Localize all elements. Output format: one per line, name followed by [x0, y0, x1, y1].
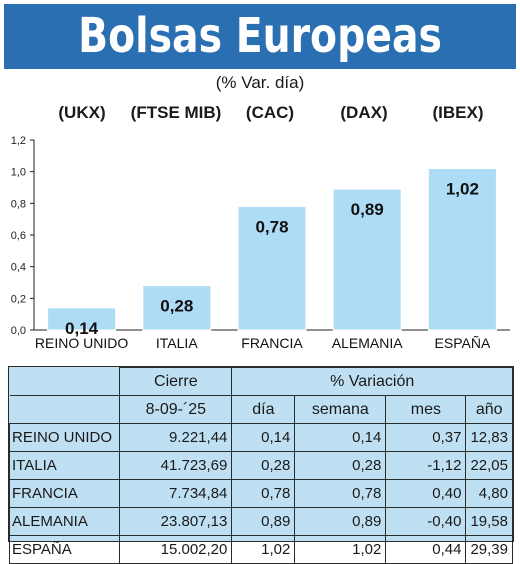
- semana-cell: 0,28: [294, 451, 387, 480]
- dia-cell: 0,14: [231, 423, 296, 452]
- index-label-ftse-mib: (FTSE MIB): [130, 103, 222, 122]
- quotes-table-panel: Cierre % Variación 8-09-´25 día semana m…: [8, 366, 514, 564]
- chart-subtitle: (% Var. día): [215, 73, 305, 92]
- chart-title: Bolsas Europeas: [78, 8, 442, 64]
- bar: [237, 206, 307, 331]
- y-tick-label: 1,2: [11, 135, 26, 147]
- mes-header: mes: [385, 395, 467, 424]
- cierre-cell: 9.221,44: [119, 423, 233, 452]
- bar: [47, 307, 117, 331]
- semana-cell: 0,89: [294, 507, 387, 536]
- dia-cell: 1,02: [231, 535, 296, 564]
- bar-value-label: 0,89: [351, 200, 384, 219]
- table-empty-cell: [9, 395, 121, 424]
- y-tick-label: 1,0: [11, 167, 26, 179]
- row-name: FRANCIA: [8, 479, 121, 508]
- cierre-cell: 7.734,84: [119, 479, 233, 508]
- mes-cell: -1,12: [385, 451, 467, 480]
- title-banner: Bolsas Europeas: [4, 4, 516, 69]
- dia-cell: 0,78: [231, 479, 296, 508]
- bar-value-label: 0,28: [160, 297, 193, 316]
- row-name: REINO UNIDO: [8, 423, 121, 452]
- index-label-dax: (DAX): [340, 103, 388, 122]
- semana-cell: 0,78: [294, 479, 387, 508]
- x-category-label: ESPAÑA: [435, 335, 491, 351]
- dia-cell: 0,89: [231, 507, 296, 536]
- table-subheader-row: 8-09-´25 día semana mes año: [9, 395, 513, 424]
- x-category-label: FRANCIA: [241, 335, 303, 351]
- cierre-cell: 15.002,20: [119, 535, 233, 564]
- bar: [142, 285, 212, 331]
- mes-cell: 0,40: [385, 479, 467, 508]
- x-category-label: REINO UNIDO: [35, 335, 128, 351]
- bar-value-label: 0,78: [255, 218, 288, 237]
- table-row: FRANCIA 7.734,84 0,78 0,78 0,40 4,80: [8, 479, 513, 508]
- index-label-ukx: (UKX): [58, 103, 106, 122]
- cierre-header: Cierre: [119, 367, 233, 396]
- anio-cell: 4,80: [465, 479, 513, 508]
- date-header: 8-09-´25: [119, 395, 233, 424]
- y-tick-label: 0,0: [11, 325, 26, 337]
- cierre-cell: 41.723,69: [119, 451, 233, 480]
- table-group-header-row: Cierre % Variación: [9, 367, 513, 396]
- table-row: REINO UNIDO 9.221,44 0,14 0,14 0,37 12,8…: [8, 423, 513, 452]
- table-row: ESPAÑA 15.002,20 1,02 1,02 0,44 29,39: [8, 535, 513, 564]
- y-tick-label: 0,8: [11, 198, 26, 210]
- y-tick-label: 0,4: [11, 262, 26, 274]
- semana-header: semana: [294, 395, 387, 424]
- semana-cell: 0,14: [294, 423, 387, 452]
- bar: [332, 188, 402, 331]
- mes-cell: 0,37: [385, 423, 467, 452]
- row-name: ESPAÑA: [8, 535, 121, 564]
- index-label-ibex: (IBEX): [432, 103, 484, 122]
- x-category-label: ALEMANIA: [332, 335, 403, 351]
- anio-header: año: [465, 395, 513, 424]
- index-label-cac: (CAC): [245, 103, 295, 122]
- bar: [427, 168, 497, 331]
- table-row: ITALIA 41.723,69 0,28 0,28 -1,12 22,05: [8, 451, 513, 480]
- dia-header: día: [231, 395, 296, 424]
- bar-value-label: 1,02: [446, 180, 479, 199]
- anio-cell: 19,58: [465, 507, 513, 536]
- row-name: ALEMANIA: [8, 507, 121, 536]
- quotes-table: Cierre % Variación 8-09-´25 día semana m…: [8, 367, 513, 564]
- y-tick-label: 0,2: [11, 293, 26, 305]
- mes-cell: 0,44: [385, 535, 467, 564]
- table-corner-cell: [9, 367, 121, 396]
- anio-cell: 12,83: [465, 423, 513, 452]
- mes-cell: -0,40: [385, 507, 467, 536]
- anio-cell: 22,05: [465, 451, 513, 480]
- table-row: ALEMANIA 23.807,13 0,89 0,89 -0,40 19,58: [8, 507, 513, 536]
- y-tick-label: 0,6: [11, 230, 26, 242]
- cierre-cell: 23.807,13: [119, 507, 233, 536]
- variacion-header: % Variación: [231, 367, 513, 396]
- dia-cell: 0,28: [231, 451, 296, 480]
- x-category-label: ITALIA: [156, 335, 198, 351]
- semana-cell: 1,02: [294, 535, 387, 564]
- row-name: ITALIA: [8, 451, 121, 480]
- anio-cell: 29,39: [465, 535, 513, 564]
- bar-value-label: 0,14: [65, 319, 99, 338]
